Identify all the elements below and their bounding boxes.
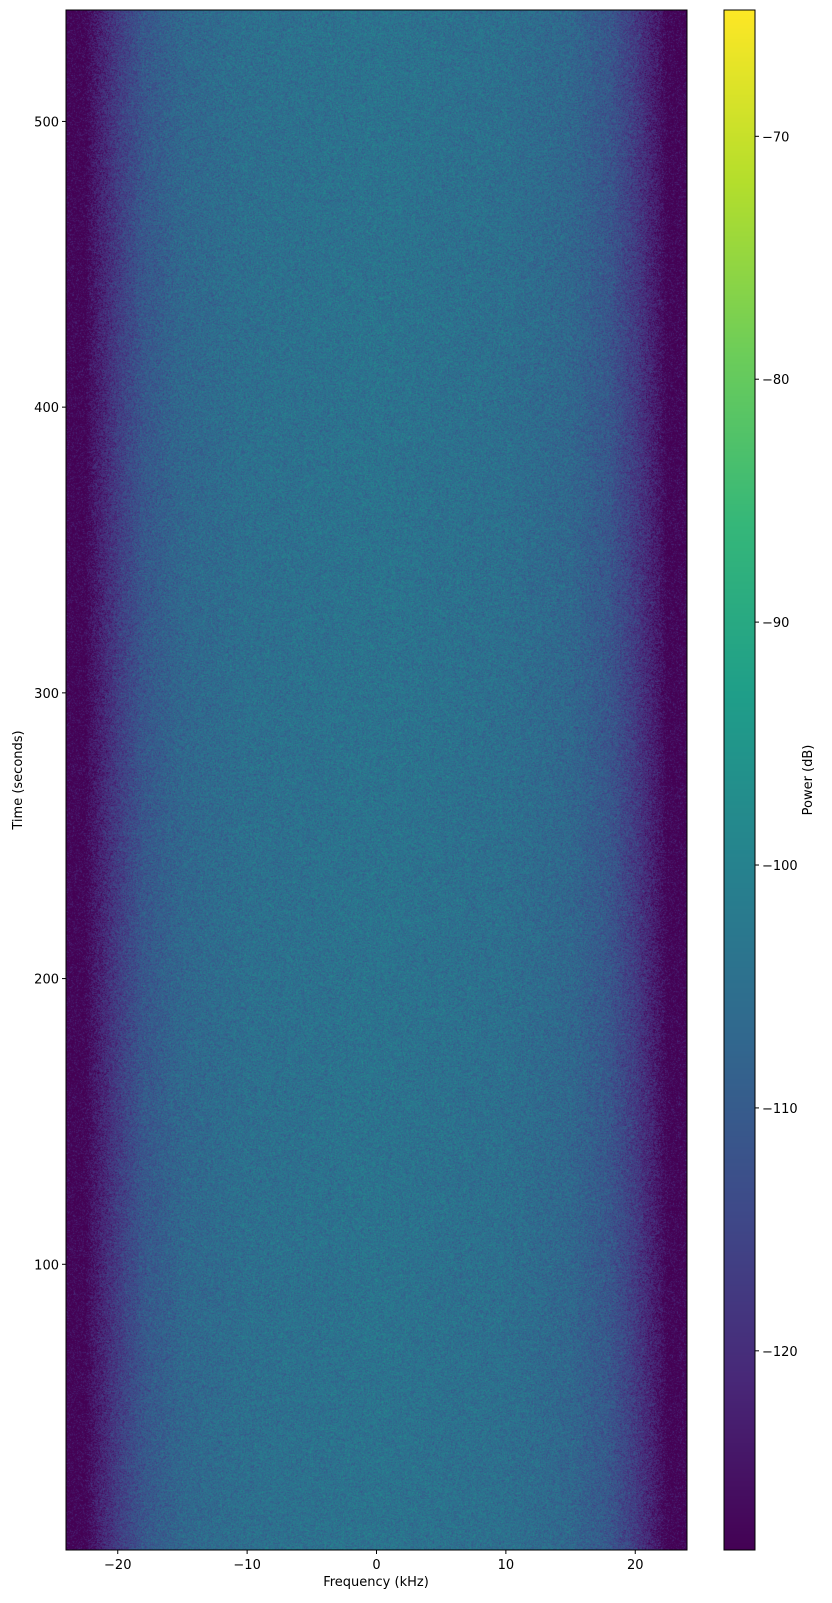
colorbar-tick-label: −100 [762, 859, 798, 874]
y-tick-label: 200 [34, 973, 59, 988]
x-tick-label: −10 [233, 1558, 260, 1573]
colorbar-tick-label: −80 [762, 373, 789, 388]
x-tick-label: 20 [627, 1558, 644, 1573]
plot-frame [66, 10, 687, 1550]
y-tick-label: 100 [34, 1258, 59, 1273]
colorbar-tick-label: −90 [762, 616, 789, 631]
x-axis-label: Frequency (kHz) [323, 1575, 429, 1590]
y-tick-label: 500 [34, 115, 59, 130]
colorbar-label: Power (dB) [801, 745, 816, 816]
y-axis-label: Time (seconds) [11, 730, 26, 830]
x-tick-label: 10 [498, 1558, 515, 1573]
colorbar-frame [724, 10, 755, 1550]
y-tick-label: 400 [34, 401, 59, 416]
x-tick-label: 0 [372, 1558, 380, 1573]
colorbar-tick-label: −120 [762, 1345, 798, 1360]
y-tick-label: 300 [34, 687, 59, 702]
colorbar-tick-label: −70 [762, 130, 789, 145]
x-tick-label: −20 [104, 1558, 131, 1573]
colorbar-tick-label: −110 [762, 1102, 798, 1117]
